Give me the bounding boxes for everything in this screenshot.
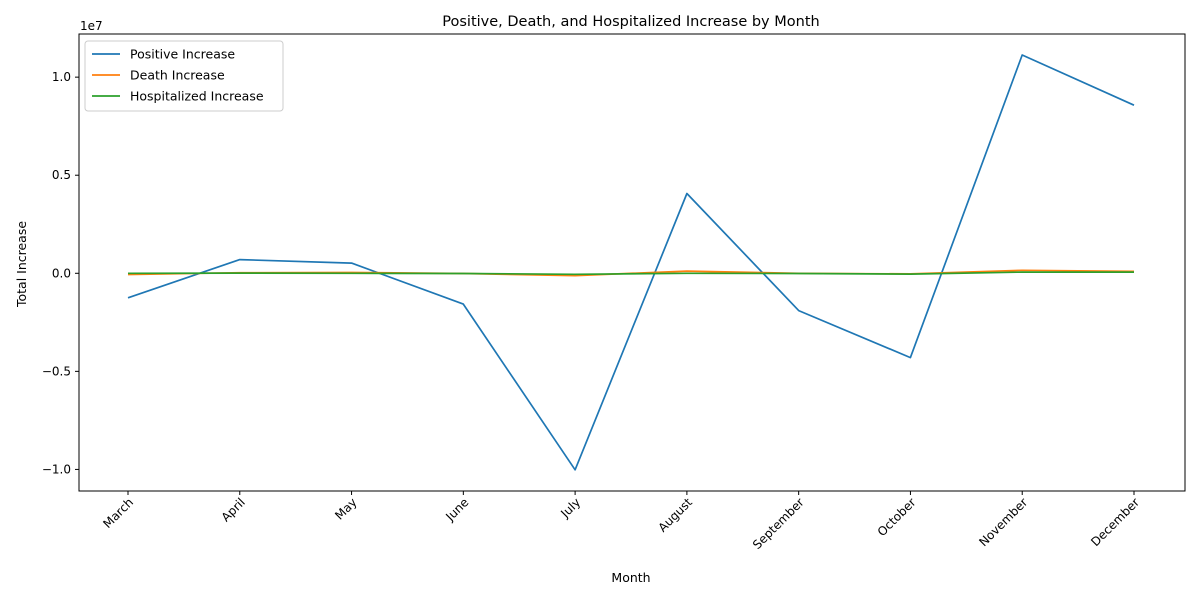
y-tick-label: −0.5 <box>42 364 71 378</box>
x-tick-label: May <box>332 495 359 522</box>
legend-label-1: Death Increase <box>130 68 225 83</box>
x-tick-label: March <box>100 495 136 531</box>
legend-label-2: Hospitalized Increase <box>130 89 264 104</box>
series-line-0 <box>127 54 1135 471</box>
y-tick-label: 1.0 <box>52 70 71 84</box>
x-tick-label: April <box>219 495 248 524</box>
y-axis-label: Total Increase <box>14 221 29 308</box>
legend-label-0: Positive Increase <box>130 47 235 62</box>
legend: Positive Increase Death Increase Hospitali… <box>84 40 284 112</box>
x-tick-label: June <box>442 495 471 524</box>
y-axis-ticks: −1.0 −0.5 0.0 0.5 1.0 <box>42 70 79 476</box>
x-axis-ticks: March April May June July August September Octo… <box>100 491 1142 552</box>
y-tick-label: −1.0 <box>42 462 71 476</box>
y-tick-label: 0.5 <box>52 168 71 182</box>
x-tick-label: August <box>655 495 695 535</box>
axes-frame <box>78 33 1186 492</box>
x-tick-label: September <box>750 495 807 552</box>
chart-title: Positive, Death, and Hospitalized Increa… <box>442 14 819 30</box>
x-tick-label: October <box>875 495 919 539</box>
series-line-2 <box>127 271 1134 276</box>
x-axis-label: Month <box>611 570 650 585</box>
x-tick-label: December <box>1088 495 1142 549</box>
x-tick-label: July <box>557 495 583 521</box>
x-tick-label: November <box>976 495 1030 549</box>
plot-area <box>78 33 1186 492</box>
y-axis-offset-label: 1e7 <box>80 19 103 33</box>
legend-box <box>84 40 284 112</box>
y-tick-label: 0.0 <box>52 266 71 280</box>
